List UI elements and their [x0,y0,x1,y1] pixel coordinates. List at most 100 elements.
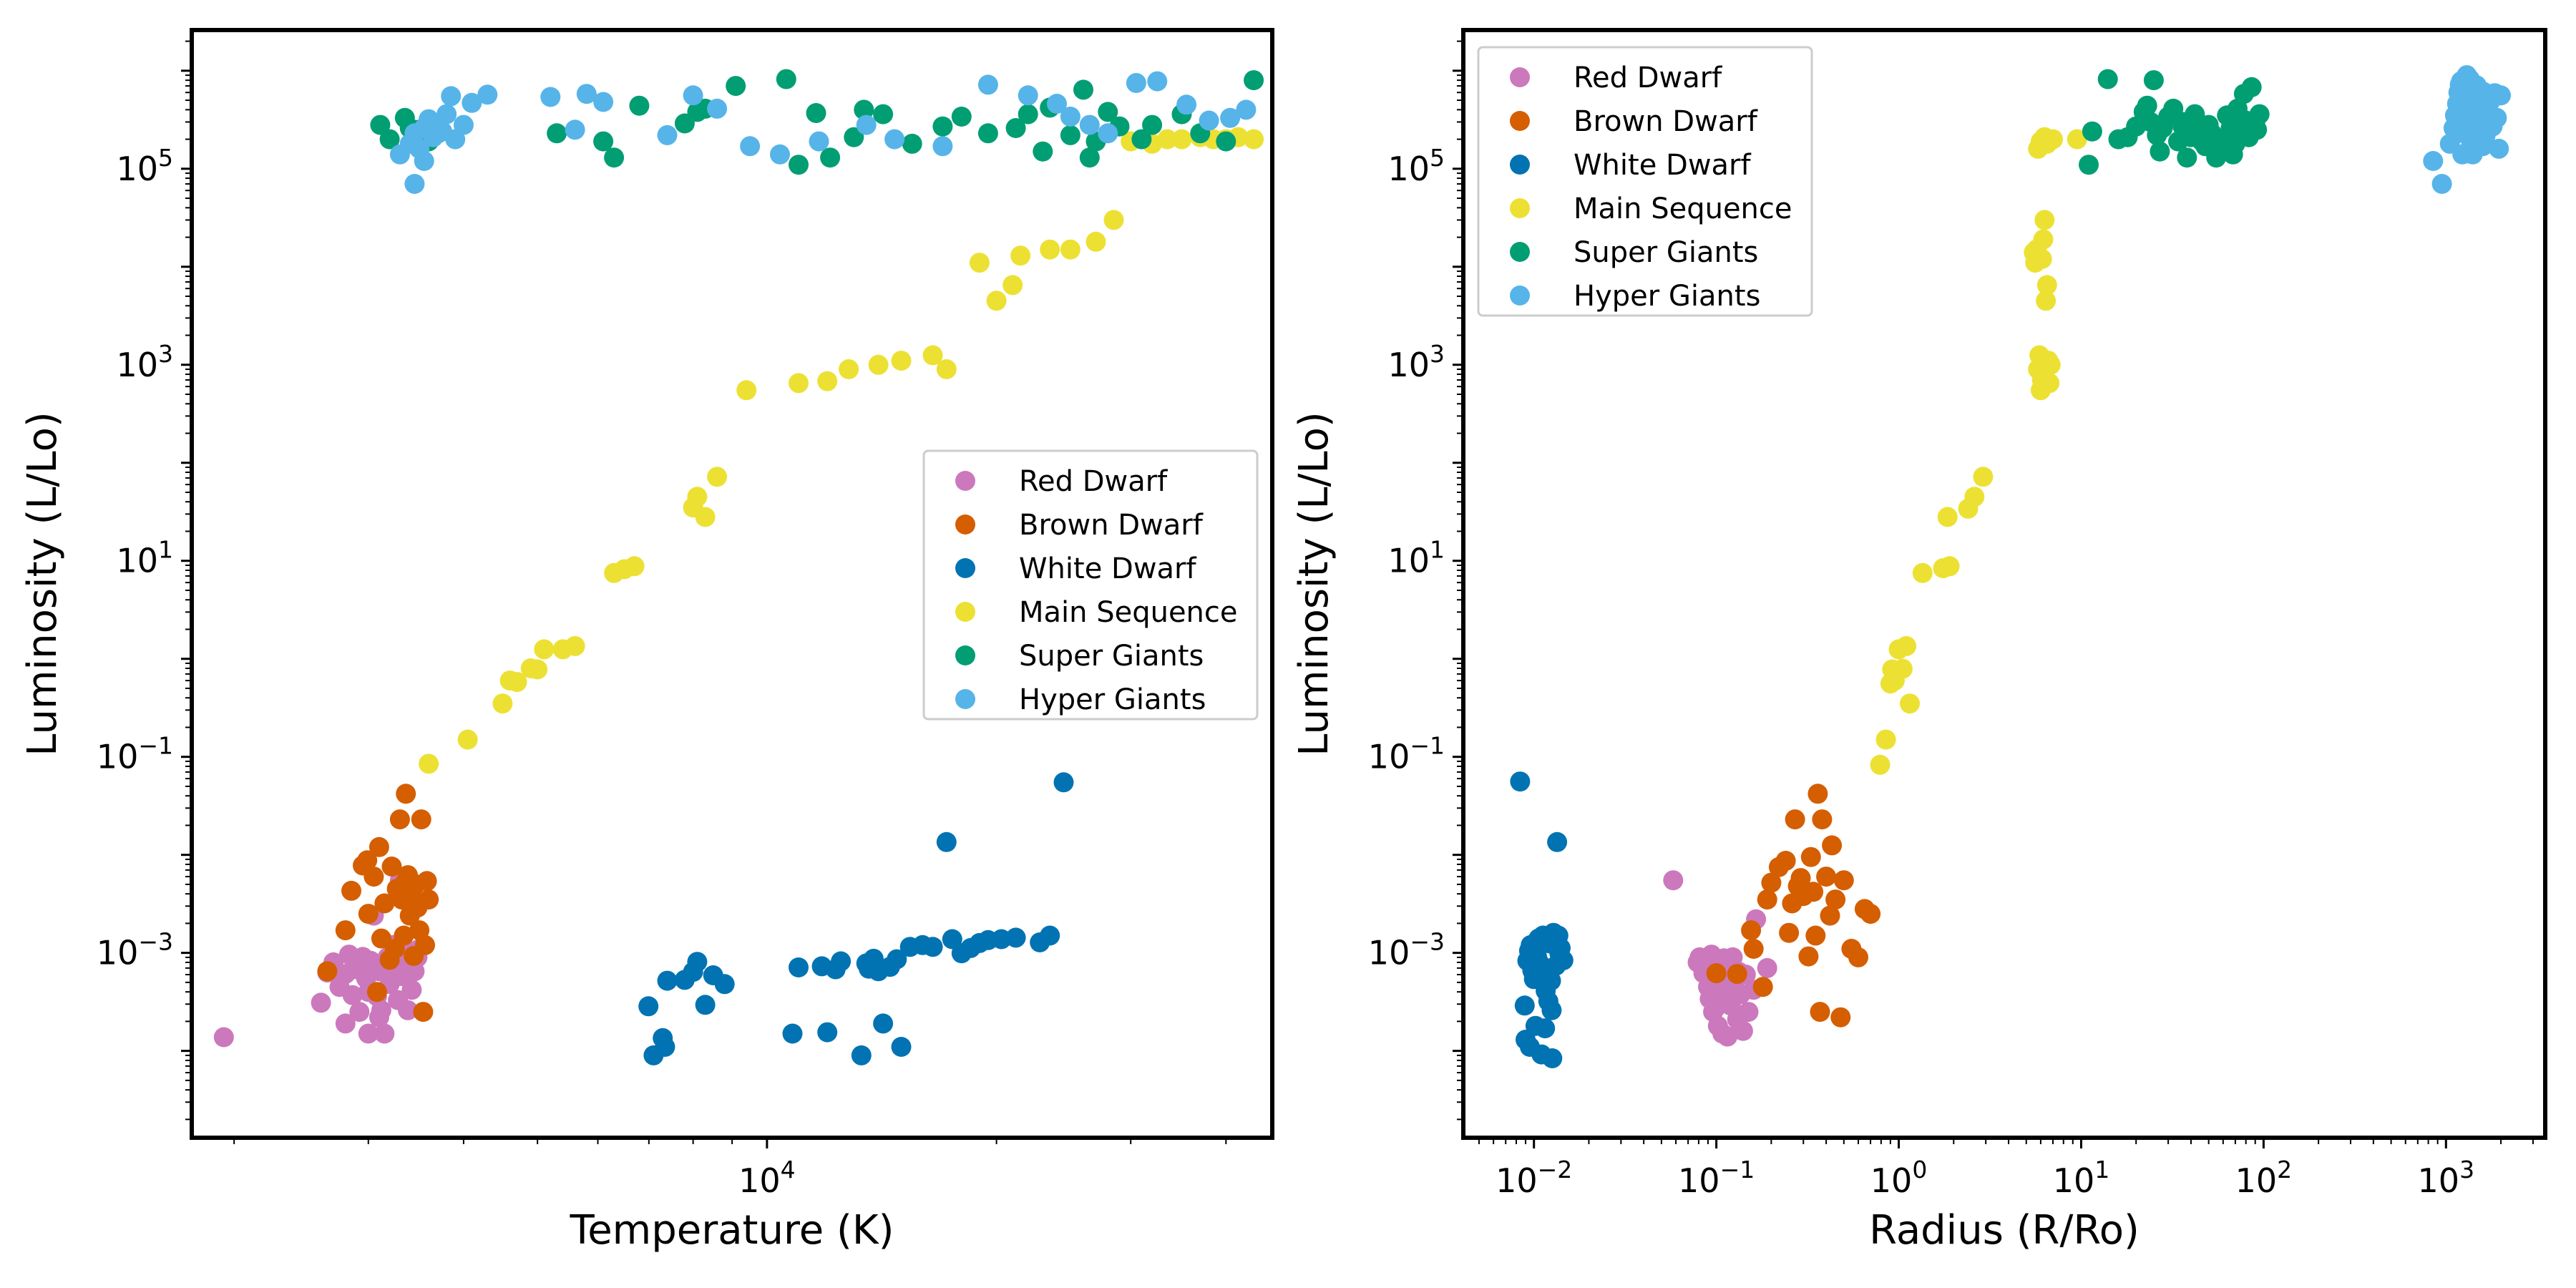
data-point [389,809,410,830]
data-point [2034,210,2055,230]
data-point [1937,507,1958,527]
data-point [1964,487,1985,507]
data-point [891,1037,912,1057]
data-point [2036,275,2057,296]
y-tick-label-exp: −1 [138,732,173,760]
data-point [624,556,645,577]
data-point [789,373,809,394]
data-point [629,95,650,116]
data-point [394,872,415,893]
x-tick-label: 102 [2235,1156,2293,1200]
series-hyper-giants [2423,65,2511,194]
data-point [2137,95,2157,116]
legend: Red Dwarf Brown Dwarf White Dwarf Main Sequ… [1477,46,1813,317]
data-point [371,928,391,949]
data-point [1757,889,1777,910]
y-axis-label: Luminosity (L/Lo) [1291,411,1337,756]
data-point [1060,107,1080,127]
x-tick-label-base: 10 [1496,1161,1538,1200]
data-point [707,98,728,119]
data-point [317,961,338,982]
data-point [951,107,972,127]
data-point [2431,174,2452,194]
data-point [1830,1007,1851,1028]
data-point [374,1023,395,1044]
data-point [1060,239,1080,260]
data-point [714,974,735,995]
data-point [2247,119,2268,140]
data-point [1752,977,1773,997]
data-point [977,74,998,95]
legend-label: White Dwarf [1019,552,1196,585]
data-point [413,1002,434,1023]
data-point [1812,809,1833,830]
data-point [369,836,389,857]
data-point [2457,65,2477,86]
data-point [1743,939,1764,959]
data-point [695,507,716,527]
data-point [1535,1018,1556,1039]
data-point [534,639,555,660]
data-point [2172,112,2193,132]
data-point [1805,925,1826,946]
data-point [547,123,567,144]
data-point [527,659,548,680]
data-point [1053,772,1074,793]
legend-label: White Dwarf [1574,149,1751,182]
data-point [1553,950,1574,970]
data-point [1800,847,1821,867]
y-tick-label: 101 [116,536,173,580]
data-point [492,693,513,714]
data-point [416,871,437,892]
data-point [1018,104,1038,125]
data-point [2491,85,2511,106]
data-point [1738,1002,1759,1023]
x-tick-label-exp: 2 [2277,1156,2292,1184]
y-tick-label-exp: 3 [1430,340,1445,368]
y-tick-label-base: 10 [1368,934,1410,972]
data-point [782,1023,803,1044]
legend-marker [1510,111,1530,131]
y-tick-label-base: 10 [116,542,158,580]
data-point [1033,141,1053,162]
data-point [1775,851,1796,871]
data-point [453,114,474,135]
legend-label: Brown Dwarf [1019,509,1204,542]
y-tick-label-base: 10 [97,738,139,776]
data-point [1244,129,1264,150]
data-point [2033,229,2054,250]
data-point [922,937,943,957]
data-point [462,92,482,113]
data-point [1706,963,1727,984]
data-point [806,103,826,123]
data-point [411,809,431,830]
x-tick-label-base: 10 [1678,1161,1720,1200]
data-point [1010,245,1031,266]
data-point [932,136,953,157]
data-point [902,133,922,154]
data-point [1825,889,1846,910]
data-point [540,87,561,107]
data-point [404,174,425,194]
data-point [740,136,761,157]
data-point [1848,947,1868,967]
legend-label: Red Dwarf [1574,62,1722,94]
data-point [1547,831,1568,852]
data-point [1900,693,1920,714]
data-point [1199,110,1219,131]
data-point [695,995,716,1015]
legend-marker [955,514,975,535]
data-point [1073,79,1093,100]
legend-marker [955,645,975,665]
data-point [726,76,746,97]
data-point [1005,927,1026,948]
y-tick-label: 103 [116,340,173,384]
data-point [856,114,877,135]
x-tick-label-base: 10 [2053,1161,2095,1200]
y-tick-label: 101 [1387,536,1445,580]
legend-label: Super Giants [1019,640,1204,673]
data-point [593,92,614,112]
data-point [657,125,678,145]
data-point [381,857,402,877]
